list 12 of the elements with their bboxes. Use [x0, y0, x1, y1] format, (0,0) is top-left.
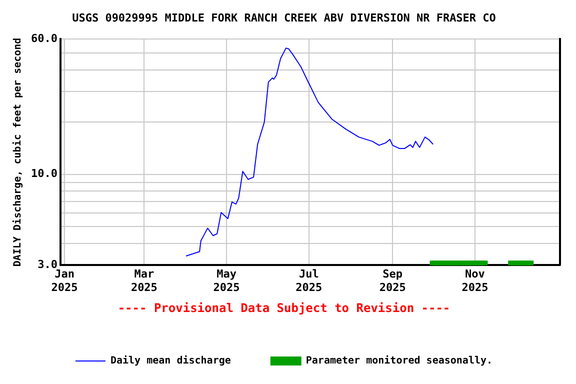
- y-axis-title: DAILY Discharge, cubic feet per second: [12, 38, 24, 267]
- chart-title: USGS 09029995 MIDDLE FORK RANCH CREEK ABV DIVERSION NR FRASER CO: [72, 11, 496, 24]
- x-tick-label: Nov 2025: [462, 268, 488, 294]
- text: ---- Provisional Data Subject to Revision ----: [118, 300, 450, 315]
- x-tick-label: Jul 2025: [296, 268, 322, 294]
- x-tick-label: Sep 2025: [379, 268, 406, 294]
- legend-label: Parameter monitored seasonally.: [306, 354, 493, 367]
- x-tick-label: Mar 2025: [130, 268, 158, 294]
- legend-label: Daily mean discharge: [110, 354, 231, 367]
- y-tick-label: 60.0: [30, 32, 58, 46]
- y-tick-label: 10.0: [30, 167, 58, 180]
- x-tick-label: May 2025: [213, 268, 240, 294]
